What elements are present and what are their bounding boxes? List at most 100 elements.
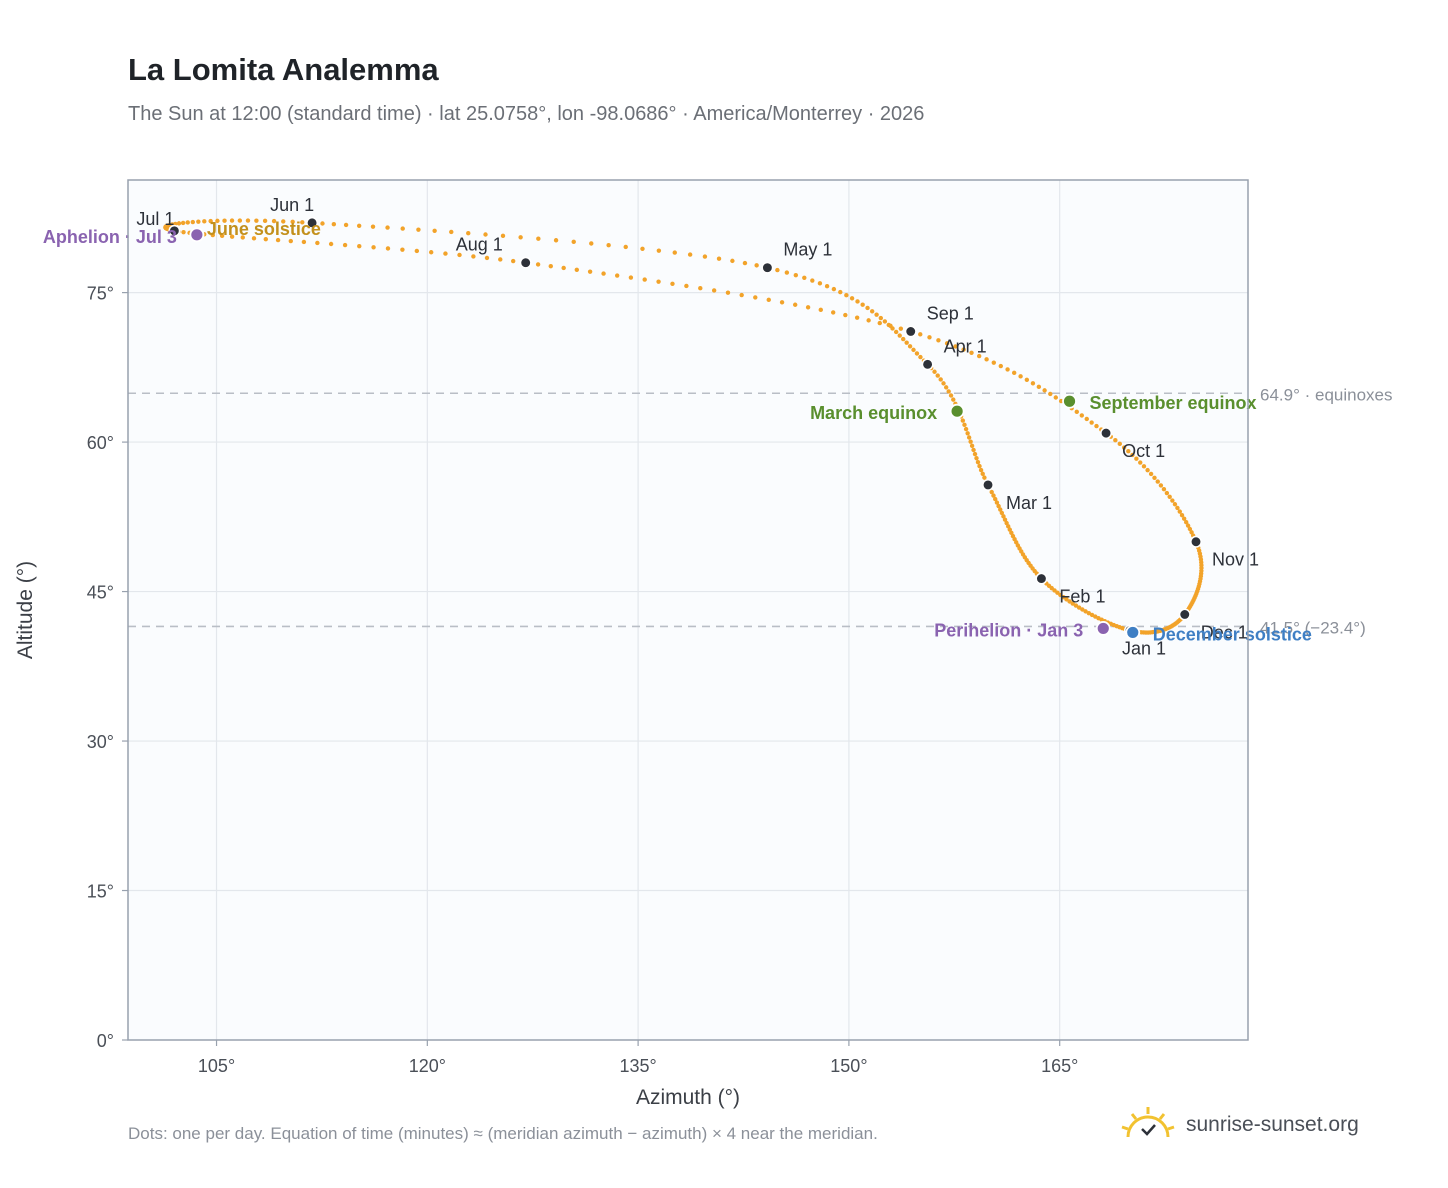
daily-dot [716,256,722,261]
daily-dot [561,265,566,271]
daily-dot [998,363,1003,369]
daily-dot [536,236,541,241]
daily-dot [400,247,405,252]
daily-dot [824,283,830,289]
plot-background [128,180,1248,1040]
y-tick-label: 60° [87,433,114,453]
daily-dot [1183,519,1189,525]
daily-dot [882,319,888,324]
daily-dot [500,233,506,239]
daily-dot [328,241,334,247]
daily-dot [416,227,421,232]
daily-dot [484,255,490,261]
daily-dot [730,258,735,264]
daily-dot [1187,526,1193,532]
daily-dot [1011,370,1017,376]
month-point[interactable] [904,325,917,338]
daily-dot [1130,452,1135,458]
month-point[interactable] [761,261,774,274]
daily-dot [702,254,708,259]
daily-dot [614,273,620,278]
daily-dot [865,305,870,311]
axis-ticks: 105° 120° 135° 150° 165° 0° 15° 30° 45° 60° 75° [87,284,1079,1076]
daily-dot [918,354,923,360]
daily-dot [938,377,943,382]
month-point[interactable] [1100,427,1113,440]
month-point[interactable] [306,216,319,229]
daily-dot [936,338,941,343]
daily-dot [725,290,731,295]
daily-dot [969,350,974,355]
daily-dot [1036,384,1042,390]
daily-dot [1048,391,1053,397]
daily-dot [893,329,899,335]
daily-dot [656,248,662,253]
daily-dot [1152,475,1157,480]
month-point[interactable] [982,478,994,491]
footnote: Dots: one per day. Equation of time (min… [128,1124,878,1143]
reference-line-label: 64.9° · equinoxes [1260,385,1393,404]
daily-dot [953,344,958,349]
daily-dot [1001,514,1006,519]
daily-dot [963,426,969,432]
daily-dot [1161,487,1167,492]
daily-dot [1005,367,1010,372]
daily-dot [1121,445,1127,450]
daily-dot [989,489,994,495]
daily-dot [385,246,391,251]
daily-dot [969,443,975,449]
month-point[interactable] [1178,608,1191,621]
daily-dot [443,251,448,256]
month-label: Apr 1 [944,336,987,356]
daily-dot [951,397,956,402]
daily-dot [1113,438,1118,443]
month-label: Oct 1 [1122,441,1165,461]
x-axis-label: Azimuth (°) [636,1086,740,1109]
daily-dot [927,335,932,340]
daily-dot [1145,467,1150,473]
event-point[interactable] [1062,393,1077,409]
daily-dot [1070,601,1075,606]
x-tick-label: 120° [409,1056,446,1076]
event-point[interactable] [189,227,205,243]
daily-dot [202,219,207,224]
month-point[interactable] [921,358,934,371]
event-point[interactable] [949,403,965,419]
daily-dot [991,493,996,498]
daily-dot [628,275,634,280]
daily-dot [1076,605,1082,610]
daily-dot [229,218,235,223]
y-tick-label: 75° [87,284,114,304]
daily-dot [687,252,693,257]
daily-dot [483,232,488,237]
daily-dot [1141,464,1147,469]
month-point[interactable] [168,224,181,237]
daily-dot [1053,395,1058,400]
event-points: March equinox September equinox June solst… [43,219,1312,645]
month-point[interactable] [519,256,532,269]
daily-dot [1117,441,1122,447]
daily-dot [1018,374,1023,379]
daily-dot [640,246,645,251]
event-point[interactable] [1095,621,1111,636]
daily-dot [271,218,277,224]
month-point[interactable] [1190,535,1202,548]
daily-dot [1094,423,1099,429]
brand[interactable]: sunrise-sunset.org [1120,1102,1359,1148]
daily-dot [854,315,860,320]
event-point[interactable] [1125,625,1141,640]
daily-dot [1185,523,1191,528]
month-point[interactable] [1035,572,1048,585]
daily-dot [1074,409,1079,415]
daily-dot [1042,388,1047,393]
y-tick-label: 15° [87,882,114,902]
daily-dot [300,220,305,225]
daily-dot [1080,607,1085,612]
daily-dot [754,263,759,268]
daily-dot [866,318,871,323]
daily-dot [968,439,973,444]
daily-dot [978,467,984,473]
daily-dot [874,312,879,317]
daily-dot [943,385,949,390]
daily-dot [371,245,376,250]
